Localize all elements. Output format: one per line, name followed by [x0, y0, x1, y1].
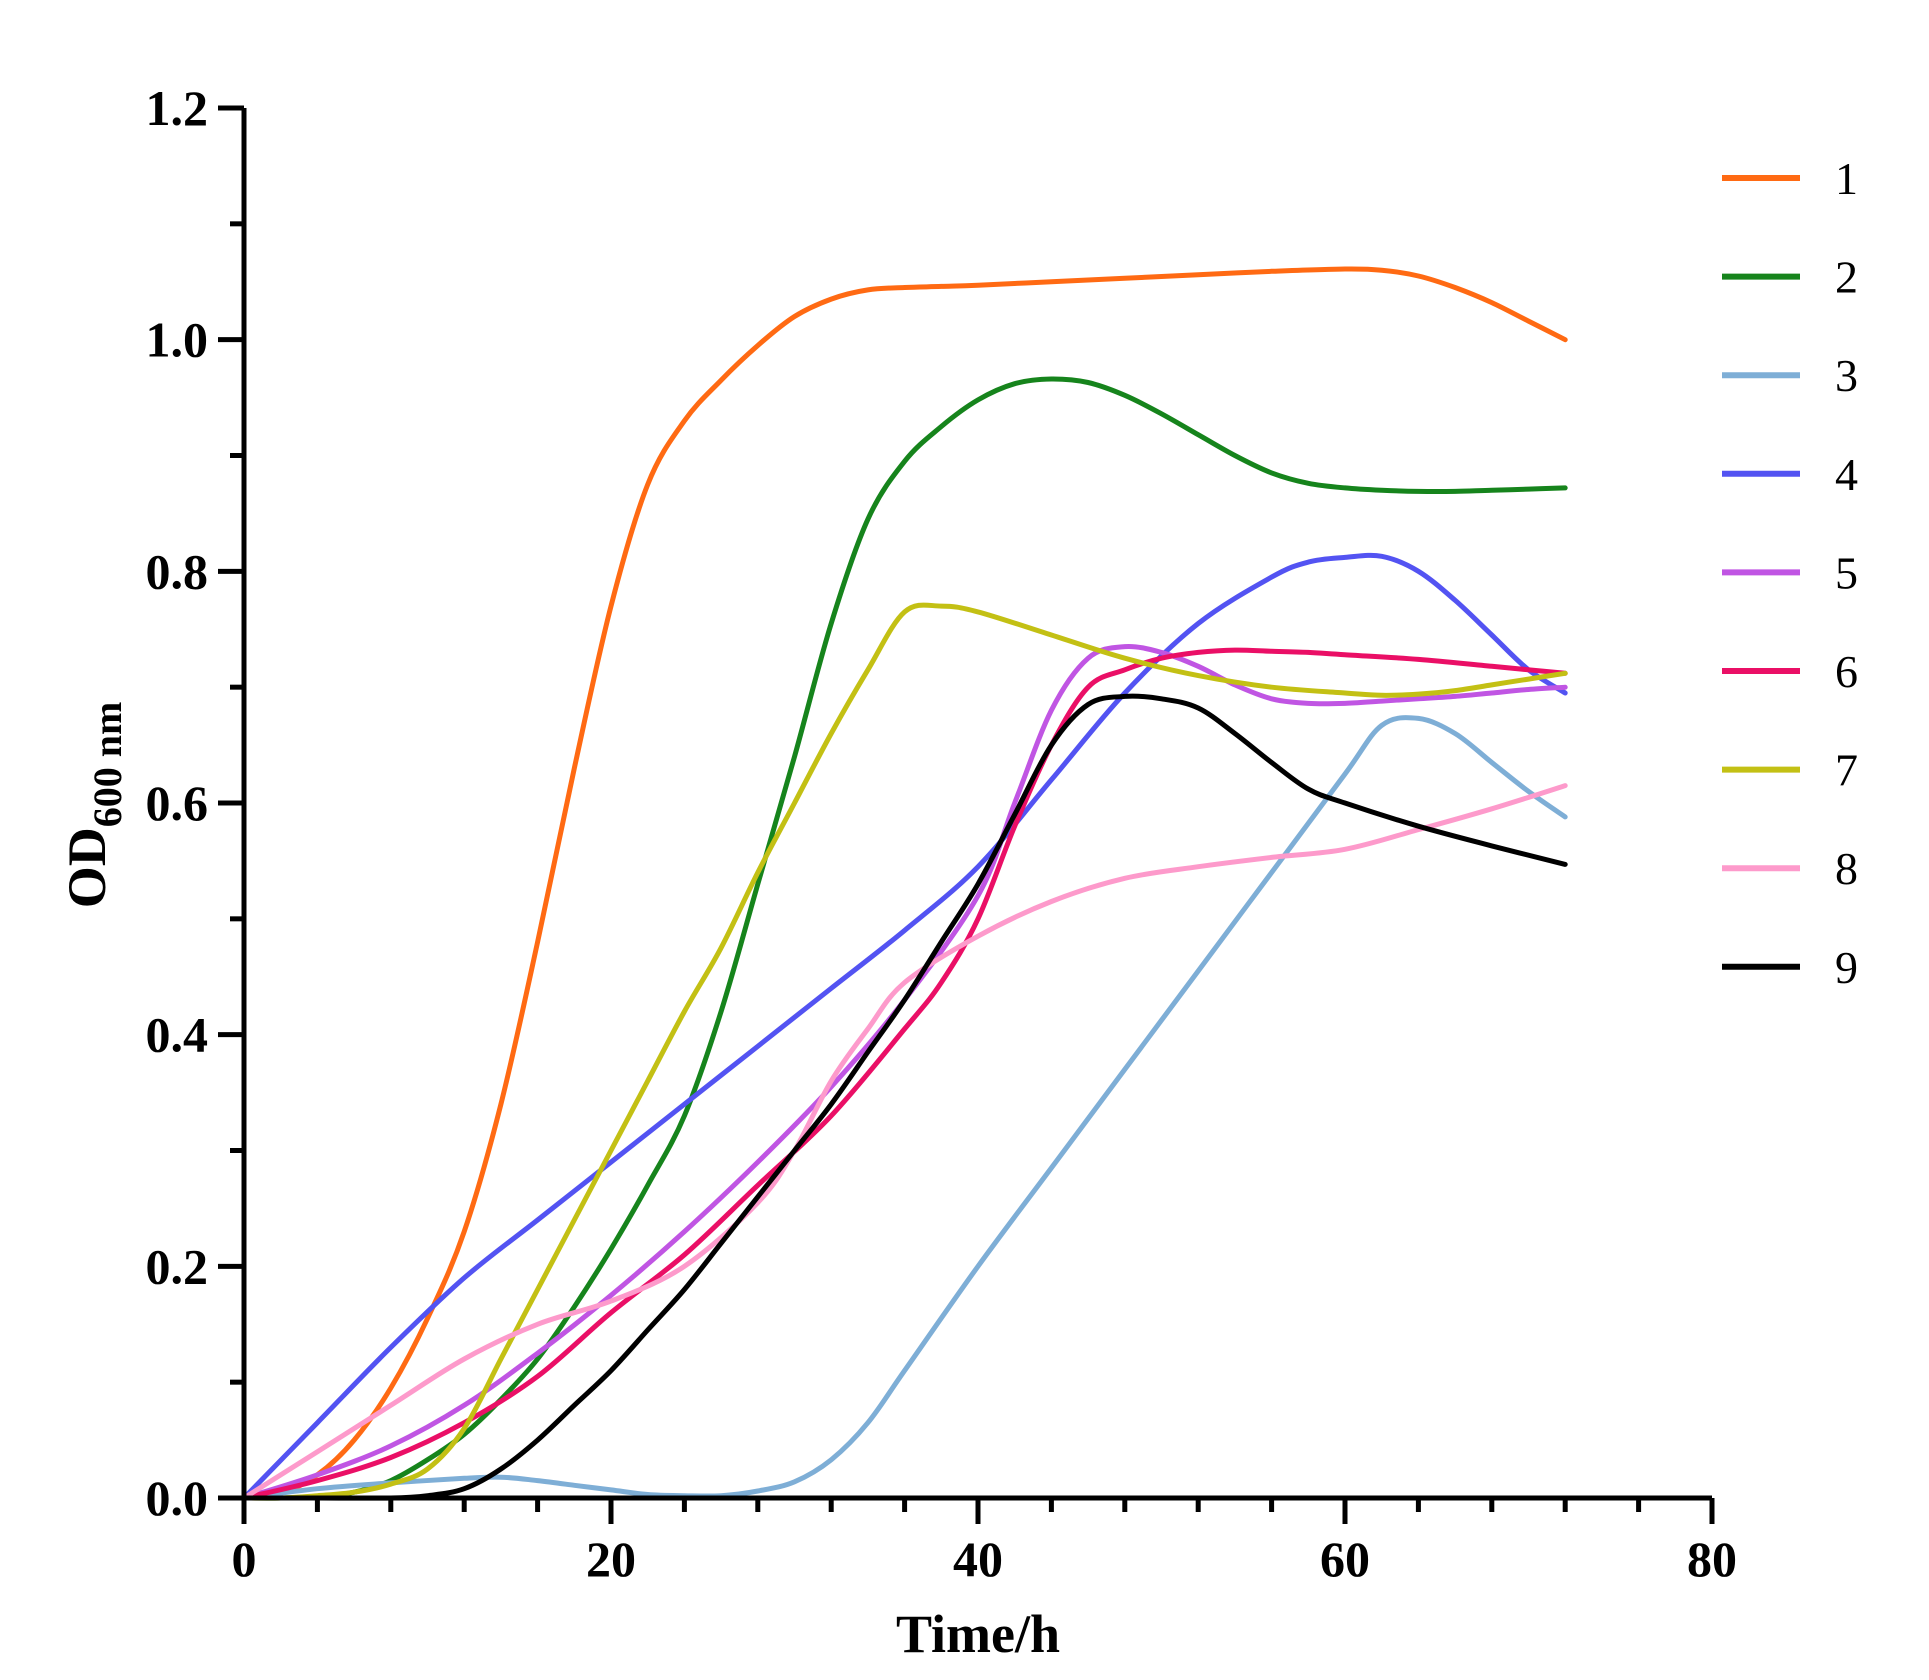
- x-tick-label: 40: [953, 1531, 1003, 1587]
- y-tick-label: 0.4: [146, 1007, 209, 1063]
- series-line-2: [241, 376, 1568, 1501]
- x-tick-label: 60: [1320, 1531, 1370, 1587]
- x-axis-title: Time/h: [896, 1604, 1060, 1664]
- series-line-3: [241, 715, 1568, 1501]
- y-tick-label: 0.2: [146, 1238, 209, 1294]
- y-tick-label: 1.2: [146, 80, 209, 136]
- legend-label-5: 5: [1835, 547, 1858, 598]
- series-line-6: [241, 647, 1568, 1501]
- series-line-5: [241, 643, 1568, 1501]
- x-tick-label: 20: [586, 1531, 636, 1587]
- series-line-7: [241, 602, 1568, 1501]
- x-ticks: 0 20 40 60 80: [232, 1498, 1737, 1587]
- y-axis-title: OD600 nm: [57, 702, 130, 909]
- series-line-9: [241, 693, 1568, 1501]
- legend-label-8: 8: [1835, 843, 1858, 894]
- axes: [241, 108, 1712, 1501]
- x-tick-label: 0: [232, 1531, 257, 1587]
- legend-label-9: 9: [1835, 942, 1858, 993]
- legend-label-1: 1: [1835, 153, 1858, 204]
- y-ticks: 0.0 0.2 0.4 0.6 0.8 1.0 1.2: [146, 80, 244, 1526]
- series-line-1: [241, 266, 1568, 1501]
- y-axis-title-main: OD: [57, 827, 117, 908]
- y-tick-label: 0.8: [146, 543, 209, 599]
- legend-label-4: 4: [1835, 449, 1858, 500]
- x-tick-label: 80: [1687, 1531, 1737, 1587]
- legend-label-7: 7: [1835, 745, 1858, 796]
- legend: 1 2 3 4 5 6 7 8 9: [1722, 153, 1858, 993]
- legend-label-2: 2: [1835, 252, 1858, 303]
- legend-label-3: 3: [1835, 350, 1858, 401]
- y-tick-label: 0.0: [146, 1470, 209, 1526]
- legend-label-6: 6: [1835, 646, 1858, 697]
- y-tick-label: 0.6: [146, 775, 209, 831]
- series-lines: [241, 266, 1568, 1501]
- series-line-8: [241, 783, 1568, 1501]
- y-tick-label: 1.0: [146, 312, 209, 368]
- y-axis-title-subscript: 600 nm: [85, 702, 130, 828]
